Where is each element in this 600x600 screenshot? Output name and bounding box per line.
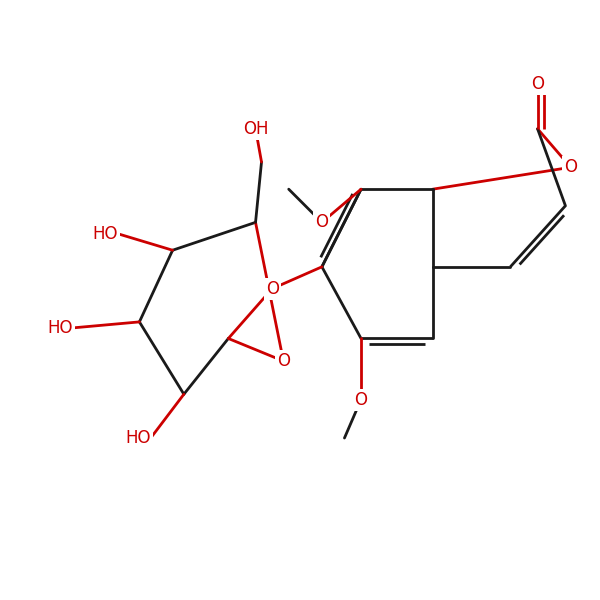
Text: OH: OH: [243, 120, 268, 138]
Text: O: O: [564, 158, 577, 176]
Text: O: O: [277, 352, 290, 370]
Text: O: O: [266, 280, 278, 298]
Text: HO: HO: [125, 429, 151, 447]
Text: O: O: [316, 214, 328, 232]
Text: O: O: [531, 76, 544, 94]
Text: HO: HO: [47, 319, 73, 337]
Text: O: O: [355, 391, 368, 409]
Text: HO: HO: [92, 224, 118, 242]
